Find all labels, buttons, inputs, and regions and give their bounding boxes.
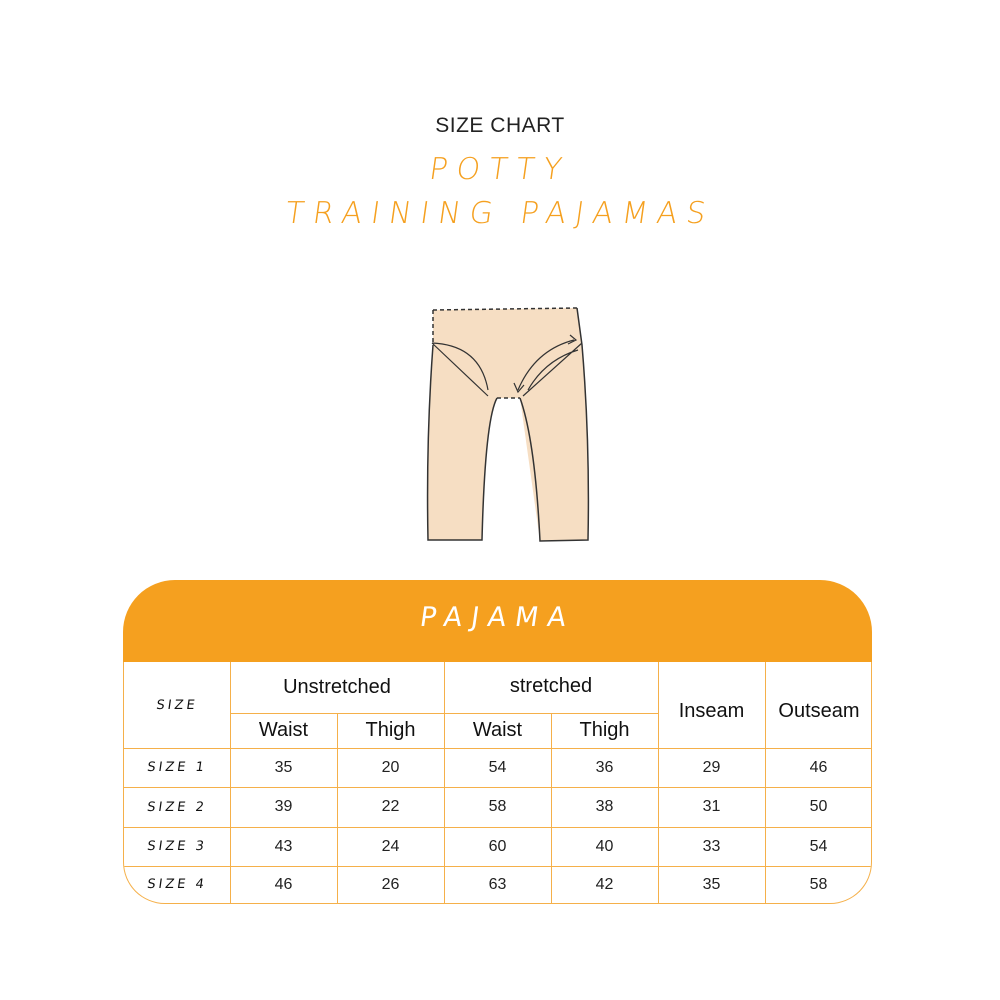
- header-outseam: Outseam: [778, 699, 860, 722]
- table-cell: 46: [274, 875, 293, 893]
- row-size-label: SIZE 3: [146, 839, 208, 854]
- row-size-label: SIZE 4: [146, 877, 208, 892]
- table-cell: 50: [809, 798, 828, 815]
- table-cell: 63: [488, 875, 507, 893]
- header-stretched-waist: Waist: [472, 719, 523, 741]
- table-cell: 35: [274, 758, 293, 776]
- table-cell: 46: [809, 758, 828, 776]
- header-unstretched-waist: Waist: [258, 719, 309, 741]
- table-cell: 58: [809, 875, 828, 893]
- table-cell: 33: [702, 837, 721, 855]
- row-size-label: SIZE 2: [146, 799, 208, 815]
- table-cell: 54: [809, 837, 828, 855]
- table-cell: 35: [702, 875, 721, 893]
- table-cell: 58: [488, 798, 507, 815]
- table-cell: 43: [274, 837, 293, 855]
- table-title: PAJAMA: [417, 602, 578, 633]
- table-cell: 54: [488, 758, 507, 776]
- table-cell: 60: [488, 837, 507, 855]
- pajama-pants-illustration: [426, 307, 590, 542]
- stretched-group-header: stretched: [509, 674, 593, 697]
- table-cell: 39: [274, 798, 293, 815]
- table-cell: 38: [595, 798, 614, 815]
- table-cell: 36: [595, 758, 614, 776]
- size-table: PAJAMA SIZE Unstretched stretched Waist …: [123, 580, 872, 905]
- table-title-bar: PAJAMA: [123, 580, 872, 662]
- table-cell: 20: [381, 758, 400, 776]
- table-cell: 29: [702, 758, 721, 776]
- header-unstretched-thigh: Thigh: [365, 719, 416, 741]
- table-cell: 40: [595, 837, 614, 855]
- table-cell: 22: [381, 798, 400, 815]
- unstretched-group-header: Unstretched: [283, 676, 391, 698]
- table-cell: 24: [381, 837, 400, 855]
- table-cell: 42: [595, 875, 614, 893]
- size-column-header: SIZE: [155, 697, 199, 713]
- size-chart-label: SIZE CHART: [435, 114, 565, 137]
- title-line-1: POTTY: [426, 152, 574, 187]
- table-body: SIZE Unstretched stretched Waist Thigh W…: [123, 662, 872, 904]
- title-line-2: TRAINING PAJAMAS: [283, 196, 717, 231]
- table-cell: 26: [381, 875, 400, 893]
- header-inseam: Inseam: [678, 699, 745, 722]
- header-stretched-thigh: Thigh: [579, 719, 630, 741]
- row-size-label: SIZE 1: [146, 760, 208, 775]
- table-cell: 31: [702, 798, 721, 815]
